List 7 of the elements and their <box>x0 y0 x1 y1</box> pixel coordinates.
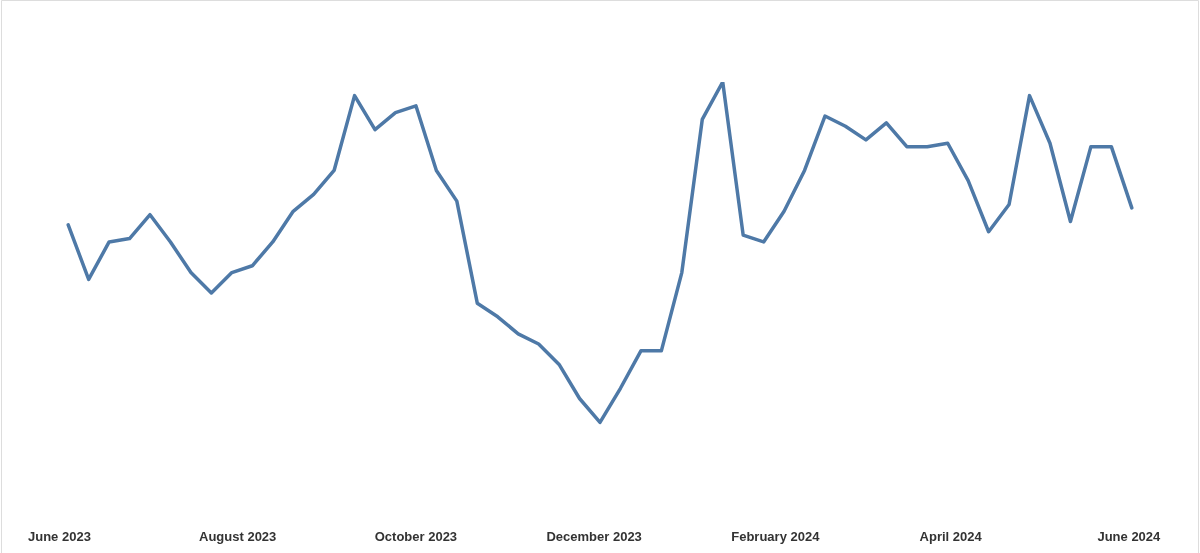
x-tick-label: December 2023 <box>546 528 642 544</box>
x-tick-label: February 2024 <box>731 528 821 544</box>
x-tick-label: June 2024 <box>1097 528 1162 544</box>
x-tick-label: October 2023 <box>374 528 458 544</box>
x-tick-label: August 2023 <box>199 528 277 544</box>
x-tick-label: April 2024 <box>919 528 983 544</box>
x-tick-label: June 2023 <box>28 528 91 544</box>
